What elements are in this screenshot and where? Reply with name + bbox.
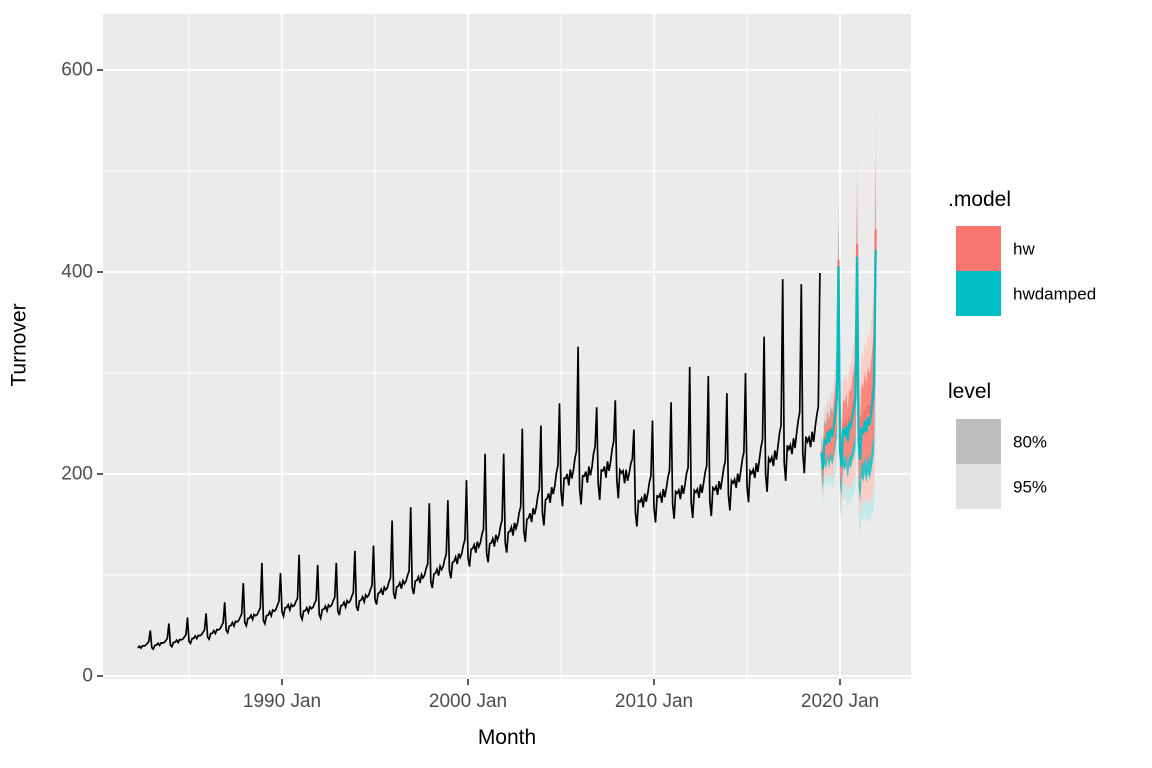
x-axis-title: Month <box>477 726 537 749</box>
legend-label-95: 95% <box>1013 477 1048 497</box>
forecast-mean-line-hwdamped <box>820 249 877 470</box>
y-tick-label-400: 400 <box>61 261 93 283</box>
legend-model-title: .model <box>948 188 1012 211</box>
x-tick-label-2020: 2020 Jan <box>800 691 880 712</box>
y-tick-label-200: 200 <box>61 463 93 485</box>
legend-label-80: 80% <box>1013 432 1048 452</box>
legend-level-title: level <box>948 380 992 403</box>
legend-swatch-95 <box>956 464 1001 509</box>
legend-swatch-hwdamped <box>956 271 1001 316</box>
legend-label-hwdamped: hwdamped <box>1013 284 1097 304</box>
y-tick-label-0: 0 <box>82 665 93 687</box>
y-tick-label-600: 600 <box>61 59 93 81</box>
y-axis-title: Turnover <box>7 303 31 387</box>
x-tick-label-2010: 2010 Jan <box>614 691 694 712</box>
x-tick-label-1990: 1990 Jan <box>242 691 322 712</box>
panel-background <box>103 14 911 679</box>
legend-swatch-hw <box>956 226 1001 271</box>
historical-turnover-line <box>137 272 821 651</box>
legend-swatch-80 <box>956 419 1001 464</box>
legend-label-hw: hw <box>1013 239 1035 259</box>
x-tick-label-2000: 2000 Jan <box>428 691 508 712</box>
